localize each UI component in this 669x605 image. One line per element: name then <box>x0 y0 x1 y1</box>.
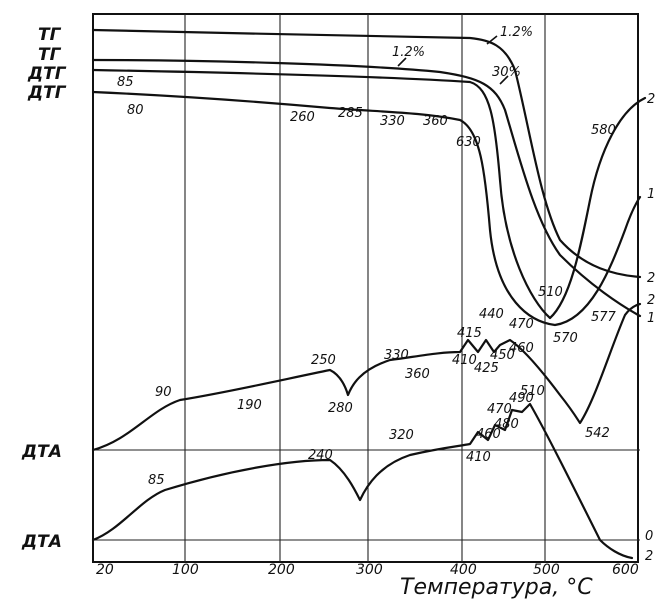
annotation-34: 480 <box>494 417 519 432</box>
annotation-2: 30% <box>492 65 521 80</box>
x-tick-200: 200 <box>268 562 295 578</box>
right-label-2: 2 <box>647 271 655 286</box>
annotation-3: 85 <box>117 75 134 90</box>
x-tick-400: 400 <box>450 562 477 578</box>
annotation-6: 285 <box>338 106 363 121</box>
annotation-36: 510 <box>520 384 545 399</box>
right-label-6: 2 <box>645 549 653 564</box>
annotation-20: 410 <box>452 353 477 368</box>
x-tick-20: 20 <box>96 562 114 578</box>
series-tg-2 <box>91 28 642 279</box>
right-label-5: 0 <box>645 529 653 544</box>
annotation-21: 415 <box>457 326 482 341</box>
annotation-29: 240 <box>308 448 333 463</box>
annotation-11: 510 <box>538 285 563 300</box>
annotation-32: 460 <box>476 427 501 442</box>
x-axis-title: Температура, °C <box>400 575 593 600</box>
annotation-26: 470 <box>509 317 534 332</box>
series-dta-0 <box>91 402 634 560</box>
vertical-grid <box>184 14 546 562</box>
annotation-24: 450 <box>490 348 515 363</box>
left-label-dtg-2: ДТГ <box>27 83 67 103</box>
x-tick-300: 300 <box>356 562 383 578</box>
x-tick-600: 600 <box>612 562 639 578</box>
annotation-4: 80 <box>127 103 144 118</box>
annotation-19: 360 <box>405 367 430 382</box>
annotation-15: 190 <box>237 398 262 413</box>
annotation-23: 440 <box>479 307 504 322</box>
right-label-4: 1 <box>647 311 655 326</box>
series-tg-1 <box>91 58 642 318</box>
annotation-17: 280 <box>328 401 353 416</box>
annotation-33: 470 <box>487 402 512 417</box>
right-label-1: 1 <box>647 187 655 202</box>
annotation-25: 460 <box>509 341 534 356</box>
annotation-9: 630 <box>456 135 481 150</box>
series-dta-1 <box>91 302 642 452</box>
annotation-10: 580 <box>591 123 616 138</box>
annotation-1: 1.2% <box>392 45 425 60</box>
right-label-3: 2 <box>647 293 655 308</box>
plot-frame <box>92 13 639 563</box>
left-label-dta-1: ДТА <box>21 442 62 462</box>
annotation-5: 260 <box>290 110 315 125</box>
annotation-18: 330 <box>384 348 409 363</box>
annotation-27: 542 <box>585 426 610 441</box>
left-label-dtg-1: ДТГ <box>27 64 67 84</box>
annotation-8: 360 <box>423 114 448 129</box>
annotation-14: 90 <box>155 385 172 400</box>
annotation-22: 425 <box>474 361 499 376</box>
left-label-tg-2: ТГ <box>38 45 62 65</box>
annotation-31: 410 <box>466 450 491 465</box>
x-tick-500: 500 <box>533 562 560 578</box>
annotation-16: 250 <box>311 353 336 368</box>
annotation-28: 85 <box>148 473 165 488</box>
x-tick-100: 100 <box>172 562 199 578</box>
annotation-12: 570 <box>553 331 578 346</box>
annotation-0: 1.2% <box>500 25 533 40</box>
left-label-tg-1: ТГ <box>38 25 62 45</box>
right-label-0: 2 <box>647 92 655 107</box>
annotation-13: 577 <box>591 310 617 325</box>
annotation-30: 320 <box>389 428 414 443</box>
annotation-35: 490 <box>509 391 534 406</box>
series-dtg-1 <box>91 90 642 327</box>
annotation-7: 330 <box>380 114 405 129</box>
left-label-dta-2: ДТА <box>21 532 62 552</box>
series-dtg-2 <box>91 68 647 320</box>
